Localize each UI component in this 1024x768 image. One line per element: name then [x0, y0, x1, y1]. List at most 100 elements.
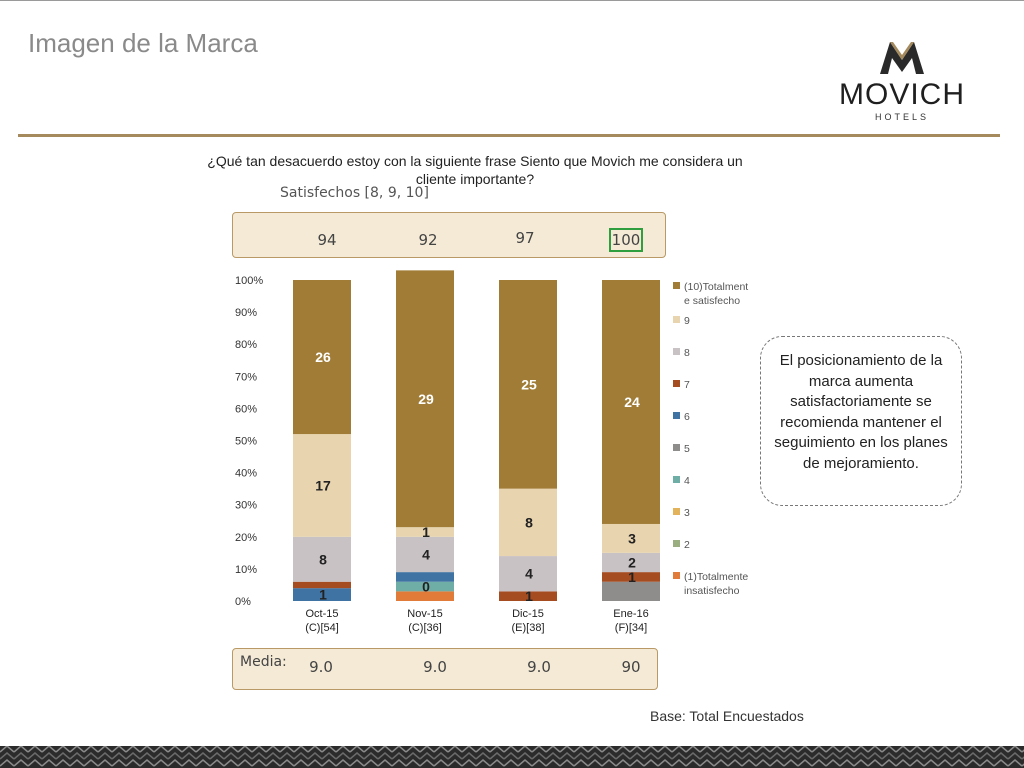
legend-label: 3	[684, 507, 690, 519]
survey-question: ¿Qué tan desacuerdo estoy con la siguien…	[207, 153, 743, 187]
x-tick-label: Nov-15	[407, 608, 442, 620]
bar-segment	[293, 280, 351, 435]
stacked-bar-chart: 0%10%20%30%40%50%60%70%80%90%100%181726O…	[235, 270, 748, 634]
data-label: 29	[418, 391, 434, 407]
data-label: 1	[628, 569, 636, 585]
header-divider	[18, 134, 1000, 137]
legend-swatch	[673, 282, 680, 289]
legend-swatch	[673, 444, 680, 451]
bar-segment	[396, 536, 454, 573]
bar-segment	[602, 572, 660, 582]
legend-label: 8	[684, 347, 690, 359]
legend-swatch	[673, 476, 680, 483]
legend-label: 7	[684, 379, 690, 391]
data-label: 3	[628, 530, 636, 546]
x-tick-label: (E)[38]	[511, 622, 544, 634]
legend-swatch	[673, 348, 680, 355]
data-label: 17	[315, 477, 331, 493]
legend-label: insatisfecho	[684, 585, 740, 597]
footer-pattern-band	[0, 746, 1024, 768]
legend-swatch	[673, 572, 680, 579]
satisfied-value-dic: 97	[515, 229, 535, 247]
legend-label: e satisfecho	[684, 295, 740, 307]
media-value-oct: 9.0	[309, 658, 333, 676]
y-tick-label: 40%	[235, 468, 257, 480]
bar-segment	[293, 434, 351, 537]
x-tick-label: Dic-15	[512, 608, 544, 620]
legend-swatch	[673, 316, 680, 323]
bar-segment	[396, 270, 454, 528]
data-label: 4	[525, 566, 533, 582]
bar-segment	[602, 280, 660, 524]
bar-segment	[499, 556, 557, 592]
bar-segment	[602, 581, 660, 601]
bar-segment	[602, 552, 660, 573]
bar-segment	[396, 527, 454, 537]
y-tick-label: 50%	[235, 436, 257, 448]
data-label: 24	[624, 394, 640, 410]
page-title: Imagen de la Marca	[28, 28, 258, 58]
legend-swatch	[673, 540, 680, 547]
legend-swatch	[673, 508, 680, 515]
note-text: El posicionamiento de la marca aumenta s…	[774, 352, 948, 472]
x-tick-label: (C)[54]	[305, 622, 339, 634]
media-label: Media:	[240, 654, 287, 670]
bar-segment	[499, 280, 557, 489]
satisfied-value-nov: 92	[418, 231, 438, 249]
legend-label: 6	[684, 411, 690, 423]
legend-label: 4	[684, 475, 690, 487]
bar-segment	[499, 488, 557, 557]
satisfied-band: 94 92 97 100	[232, 212, 666, 258]
bar-segment	[499, 591, 557, 601]
bar-segment	[293, 588, 351, 601]
bar-segment	[293, 536, 351, 582]
data-label: 26	[315, 349, 331, 365]
data-label: 25	[521, 376, 537, 392]
y-tick-label: 80%	[235, 339, 257, 351]
data-label: 1	[422, 524, 430, 540]
y-tick-label: 60%	[235, 403, 257, 415]
movich-monogram-icon	[880, 42, 924, 74]
legend-label: 5	[684, 443, 690, 455]
media-value-ene: 90	[621, 658, 641, 676]
x-tick-label: (C)[36]	[408, 622, 442, 634]
satisfied-value-ene: 100	[611, 231, 641, 249]
movich-logo: MOVICH HOTELS	[812, 36, 992, 124]
legend-label: (1)Totalmente	[684, 571, 748, 583]
legend-swatch	[673, 412, 680, 419]
bar-segment	[396, 572, 454, 582]
logo-wordmark: MOVICH	[839, 78, 965, 111]
data-label: 1	[319, 587, 327, 603]
x-tick-label: (F)[34]	[615, 622, 647, 634]
satisfied-highlight-box	[609, 228, 643, 252]
note-callout: El posicionamiento de la marca aumenta s…	[760, 336, 962, 506]
data-label: 2	[628, 554, 636, 570]
bar-segment	[293, 581, 351, 589]
legend-swatch	[673, 380, 680, 387]
data-label: 8	[525, 514, 533, 530]
x-tick-label: Ene-16	[613, 608, 648, 620]
bar-segment	[602, 523, 660, 553]
data-label: 8	[319, 551, 327, 567]
data-label: 4	[422, 546, 430, 562]
bar-segment	[396, 591, 454, 601]
media-value-nov: 9.0	[423, 658, 447, 676]
base-note: Base: Total Encuestados	[650, 708, 804, 724]
bar-segment	[396, 581, 454, 592]
top-rule	[0, 0, 1024, 1]
media-value-dic: 9.0	[527, 658, 551, 676]
data-label: 0	[422, 579, 430, 595]
media-band: 9.0 9.0 9.0 90	[232, 648, 658, 690]
legend-label: 2	[684, 539, 690, 551]
legend-label: (10)Totalment	[684, 281, 748, 293]
y-tick-label: 100%	[235, 275, 263, 287]
legend-label: 9	[684, 315, 690, 327]
logo-subtext: HOTELS	[874, 112, 929, 122]
x-tick-label: Oct-15	[305, 608, 338, 620]
y-tick-label: 90%	[235, 307, 257, 319]
data-label: 1	[525, 588, 533, 604]
y-tick-label: 0%	[235, 596, 251, 608]
y-tick-label: 10%	[235, 564, 257, 576]
y-tick-label: 70%	[235, 371, 257, 383]
y-tick-label: 30%	[235, 500, 257, 512]
